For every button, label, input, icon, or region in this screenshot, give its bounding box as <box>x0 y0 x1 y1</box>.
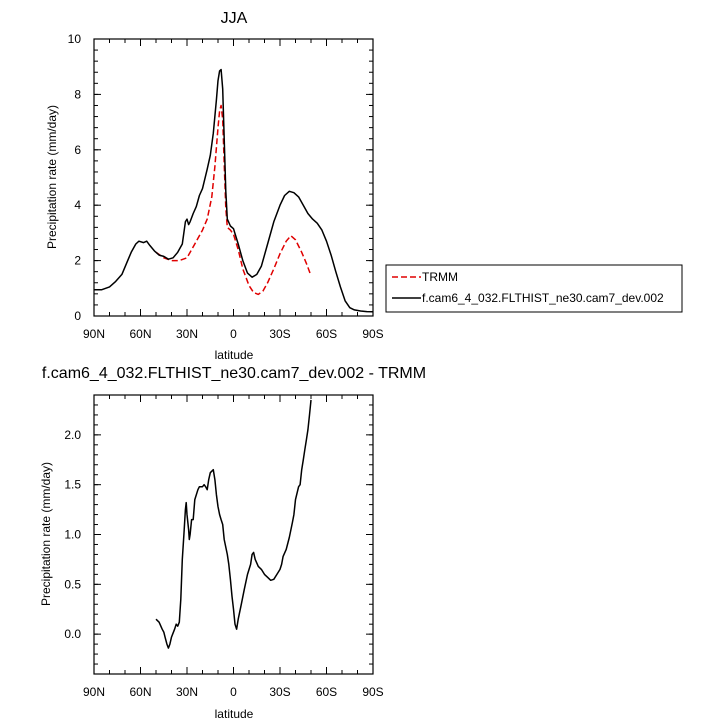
bottom-y-ticks: 0.0 0.5 1.0 1.5 2.0 <box>64 394 373 675</box>
y-tick-label: 4 <box>74 198 81 212</box>
top-x-axis-label: latitude <box>215 348 254 362</box>
x-tick-label: 60N <box>129 327 151 341</box>
top-y-ticks: 0 2 4 6 8 10 <box>68 32 373 323</box>
legend: TRMM f.cam6_4_032.FLTHIST_ne30.cam7_dev.… <box>385 264 683 313</box>
bottom-x-ticks: 90N 60N 30N 0 30S 60S 90S <box>83 395 384 699</box>
y-tick-label: 0.0 <box>64 627 81 641</box>
top-y-axis-label: Precipitation rate (mm/day) <box>45 105 59 249</box>
x-tick-label: 30S <box>269 685 290 699</box>
bottom-x-axis-label: latitude <box>215 707 254 721</box>
bottom-chart: f.cam6_4_032.FLTHIST_ne30.cam7_dev.002 -… <box>39 365 426 721</box>
y-tick-label: 10 <box>68 32 82 46</box>
bottom-plot-frame <box>93 394 374 675</box>
x-tick-label: 60S <box>316 327 337 341</box>
x-tick-label: 0 <box>230 685 237 699</box>
y-tick-label: 2.0 <box>64 428 81 442</box>
x-tick-label: 30N <box>176 685 198 699</box>
y-tick-label: 0.5 <box>64 577 81 591</box>
legend-label-model: f.cam6_4_032.FLTHIST_ne30.cam7_dev.002 <box>422 291 664 305</box>
y-tick-label: 8 <box>74 87 81 101</box>
x-tick-label: 30N <box>176 327 198 341</box>
top-x-ticks: 90N 60N 30N 0 30S 60S 90S <box>83 39 384 341</box>
y-tick-label: 0 <box>74 309 81 323</box>
legend-label-trmm: TRMM <box>422 270 458 284</box>
x-tick-label: 0 <box>230 327 237 341</box>
x-tick-label: 60S <box>316 685 337 699</box>
y-tick-label: 1.5 <box>64 478 81 492</box>
x-tick-label: 30S <box>269 327 290 341</box>
legend-box <box>385 264 683 313</box>
series-line-trmm <box>155 104 312 296</box>
y-tick-label: 2 <box>74 254 81 268</box>
top-plot-frame <box>93 38 374 317</box>
top-series <box>94 68 374 313</box>
x-tick-label: 90N <box>83 327 105 341</box>
x-tick-label: 90S <box>362 685 383 699</box>
top-chart: JJA 90N 60N 30N 0 30S 60S 90S 0 2 4 6 8 10 latitude… <box>45 10 384 362</box>
y-tick-label: 6 <box>74 143 81 157</box>
x-tick-label: 90N <box>83 685 105 699</box>
x-tick-label: 90S <box>362 327 383 341</box>
y-tick-label: 1.0 <box>64 528 81 542</box>
x-tick-label: 60N <box>129 685 151 699</box>
series-line-difference <box>155 399 312 649</box>
bottom-chart-title: f.cam6_4_032.FLTHIST_ne30.cam7_dev.002 -… <box>42 365 426 382</box>
top-chart-title: JJA <box>221 10 248 27</box>
bottom-y-axis-label: Precipitation rate (mm/day) <box>39 462 53 606</box>
bottom-series <box>155 399 312 649</box>
series-line-model <box>94 68 374 313</box>
